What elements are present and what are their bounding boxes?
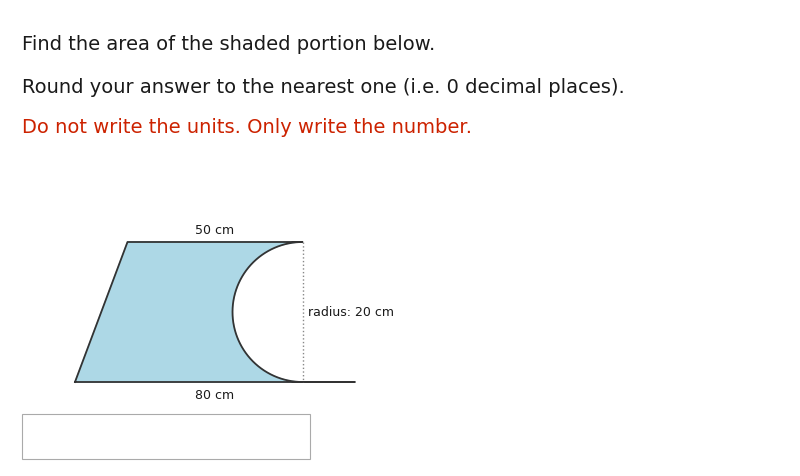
- Text: Round your answer to the nearest one (i.e. 0 decimal places).: Round your answer to the nearest one (i.…: [22, 78, 625, 97]
- Polygon shape: [75, 242, 355, 382]
- Text: Find the area of the shaded portion below.: Find the area of the shaded portion belo…: [22, 35, 435, 54]
- Bar: [22, 414, 310, 459]
- Text: Do not write the units. Only write the number.: Do not write the units. Only write the n…: [22, 118, 472, 137]
- Text: 80 cm: 80 cm: [195, 388, 234, 401]
- Text: radius: 20 cm: radius: 20 cm: [307, 306, 394, 319]
- Text: 50 cm: 50 cm: [195, 224, 234, 237]
